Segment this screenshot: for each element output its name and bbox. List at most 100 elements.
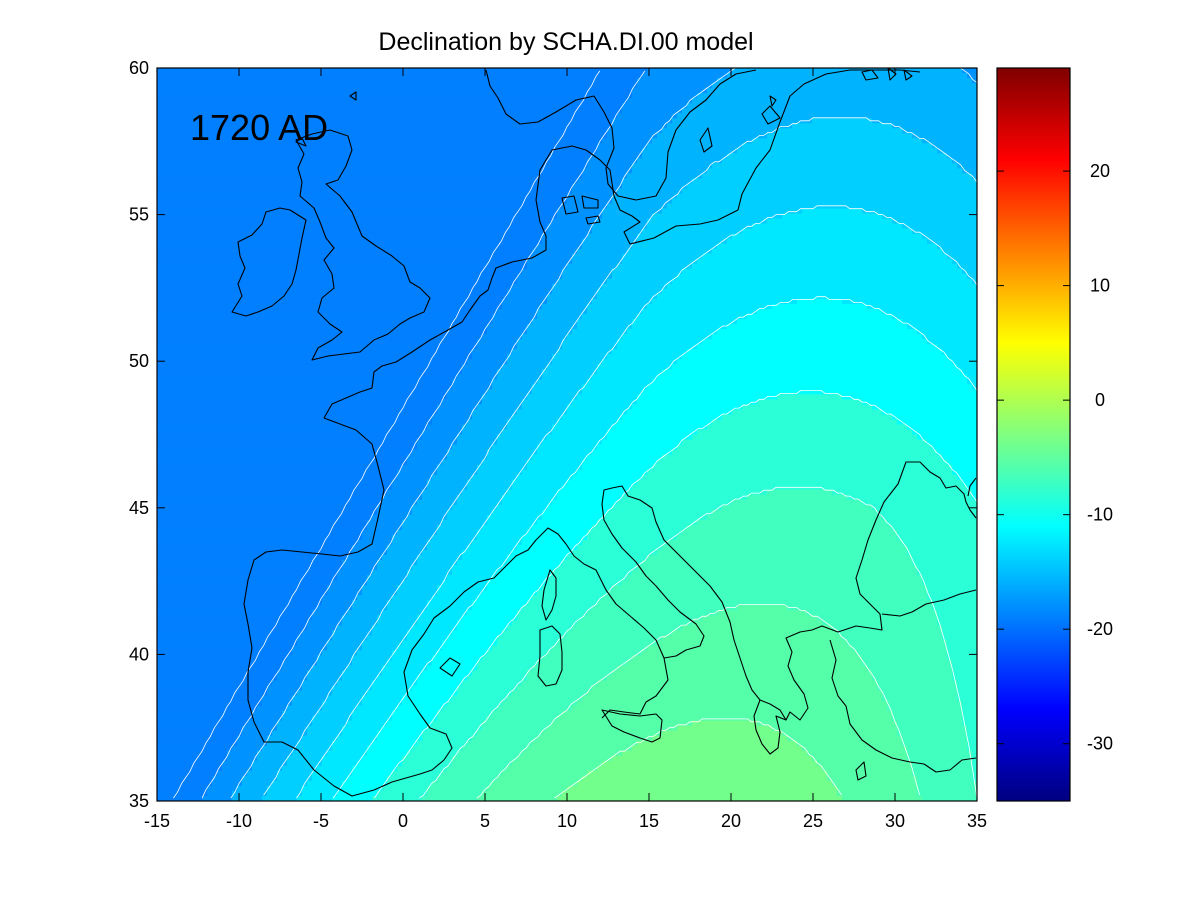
contour-band-cell: [402, 700, 448, 707]
colorbar-tick-label: 20: [1090, 161, 1110, 181]
contour-band-cell: [657, 459, 948, 466]
contour-band-cell: [432, 414, 473, 421]
contour-band-cell: [642, 148, 738, 154]
contour-band-cell: [392, 534, 433, 541]
contour-band-cell: [622, 414, 723, 421]
contour-band-cell: [957, 263, 977, 270]
contour-band-cell: [407, 575, 448, 581]
coastline-iberia-france: [243, 417, 669, 797]
contour-band-cell: [467, 484, 513, 491]
contour-band-cell: [347, 554, 383, 561]
contour-band-cell: [587, 770, 828, 777]
contour-band-cell: [387, 549, 423, 556]
contour-band-cell: [547, 298, 593, 305]
contour-band-cell: [317, 605, 353, 611]
contour-band-cell: [532, 524, 593, 531]
contour-band-cell: [442, 459, 483, 466]
contour-band-cell: [422, 489, 463, 496]
contour-band-cell: [387, 720, 433, 727]
contour-band-cell: [847, 640, 948, 646]
contour-band-cell: [412, 565, 453, 571]
contour-band-cell: [532, 454, 588, 461]
contour-band-cell: [962, 369, 977, 375]
contour-band-cell: [582, 168, 633, 175]
contour-band-cell: [662, 454, 943, 461]
contour-band-cell: [692, 434, 918, 441]
contour-band-cell: [707, 88, 977, 94]
contour-band-cell: [507, 293, 548, 300]
contour-band-cell: [457, 494, 503, 501]
contour-band-cell: [432, 780, 493, 787]
contour-band-cell: [157, 449, 413, 456]
contour-band-cell: [157, 228, 548, 235]
contour-band-cell: [937, 620, 977, 626]
contour-band-cell: [777, 394, 843, 400]
chart-title: Declination by SCHA.DI.00 model: [378, 28, 753, 56]
contour-band-cell: [397, 590, 438, 596]
coastline-sardinia: [537, 625, 563, 687]
contour-band-cell: [702, 339, 928, 345]
contour-band-cell: [747, 314, 893, 320]
contour-band-cell: [487, 389, 533, 395]
contour-band-cell: [952, 469, 977, 476]
contour-band-cell: [362, 585, 398, 591]
contour-band-cell: [597, 288, 663, 295]
contour-band-cell: [592, 153, 643, 159]
contour-band-cell: [927, 585, 977, 591]
contour-band-cell: [472, 605, 523, 611]
contour-band-cell: [497, 570, 553, 576]
contour-band-cell: [512, 760, 603, 767]
contour-band-cell: [357, 539, 393, 546]
contour-band-cell: [157, 213, 558, 220]
contour-band-cell: [967, 725, 977, 732]
contour-band-cell: [352, 549, 388, 556]
contour-band-cell: [407, 454, 448, 461]
contour-band-cell: [917, 775, 973, 782]
contour-band-cell: [912, 554, 977, 561]
contour-band-cell: [497, 369, 543, 375]
contour-band-cell: [447, 765, 508, 772]
contour-band-cell: [962, 705, 977, 712]
contour-band-cell: [402, 640, 443, 646]
contour-band-cell: [547, 434, 608, 441]
contour-band-cell: [387, 780, 433, 787]
contour-band-cell: [737, 605, 788, 611]
contour-band-cell: [617, 339, 703, 345]
contour-band-cell: [537, 590, 608, 596]
contour-band-cell: [337, 570, 373, 576]
contour-band-cell: [542, 655, 633, 662]
contour-band-cell: [697, 344, 938, 350]
contour-band-cell: [842, 795, 923, 801]
contour-band-cell: [567, 409, 628, 416]
contour-band-cell: [352, 710, 393, 717]
contour-band-cell: [392, 539, 428, 546]
contour-band-cell: [577, 319, 633, 325]
contour-band-cell: [337, 735, 378, 742]
contour-line: [476, 604, 920, 799]
contour-band-cell: [902, 740, 968, 747]
contour-band-cell: [922, 795, 977, 801]
contour-band-cell: [337, 680, 373, 687]
contour-band-cell: [802, 745, 908, 752]
contour-band-cell: [557, 208, 603, 215]
contour-band-cell: [302, 790, 338, 797]
contour-band-cell: [447, 449, 488, 456]
contour-band-cell: [652, 379, 968, 385]
contour-band-cell: [207, 790, 233, 797]
contour-band-cell: [272, 680, 303, 687]
contour-band-cell: [537, 444, 598, 451]
contour-band-cell: [157, 103, 623, 109]
contour-band-cell: [392, 479, 428, 486]
contour-band-cell: [517, 344, 563, 350]
contour-band-cell: [582, 389, 643, 395]
contour-line: [263, 117, 977, 796]
contour-band-cell: [797, 298, 843, 305]
contour-band-cell: [477, 404, 523, 410]
contour-band-cell: [392, 484, 428, 491]
contour-band-cell: [157, 324, 488, 330]
coastline-crete: [855, 761, 867, 781]
coastline-italy-east: [601, 461, 977, 721]
contour-band-cell: [767, 218, 893, 225]
x-tick-label: -5: [313, 811, 329, 831]
contour-band-cell: [617, 344, 698, 350]
